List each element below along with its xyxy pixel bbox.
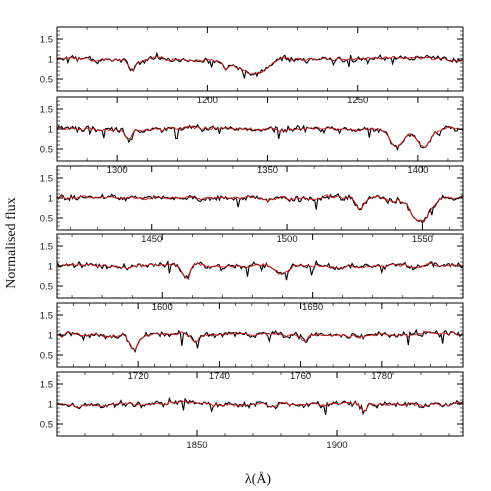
x-tick-label: 1300 [107, 165, 128, 176]
y-tick-label: 1 [48, 55, 53, 66]
model-spectrum-line [57, 194, 463, 223]
y-tick-label: 0.5 [40, 145, 53, 156]
x-tick-label: 1740 [209, 371, 230, 382]
panel-5: 0.5 1 1.5 1720 1740 1760 1780 [40, 302, 464, 382]
y-tick-label: 1.5 [40, 311, 53, 322]
x-tick-label: 1780 [371, 371, 392, 382]
x-tick-label: 1450 [141, 234, 162, 245]
model-spectrum-line [57, 55, 463, 75]
x-tick-label: 1600 [152, 302, 173, 313]
x-tick-label: 1760 [290, 371, 311, 382]
x-tick-label: 1200 [197, 95, 218, 106]
y-tick-label: 1.5 [40, 380, 53, 391]
model-spectrum-line [57, 262, 463, 279]
x-tick-label: 1550 [412, 234, 433, 245]
x-tick-label: 1500 [276, 234, 297, 245]
x-tick-label: 1900 [326, 440, 347, 451]
y-tick-label: 1.5 [40, 174, 53, 185]
y-tick-label: 1.5 [40, 242, 53, 253]
x-tick-label: 1250 [347, 95, 368, 106]
y-tick-label: 0.5 [40, 420, 53, 431]
y-tick-label: 1.5 [40, 35, 53, 46]
x-tick-label: 1650 [302, 302, 323, 313]
panel-1: 0.5 1 1.5 1200 1250 [40, 26, 464, 106]
spectrum-panels: 0.5 1 1.5 1200 1250 0.5 1 1.5 1300 1350 1400 0.5 1 1.… [40, 26, 464, 451]
y-tick-label: 0.5 [40, 282, 53, 293]
panel-2: 0.5 1 1.5 1300 1350 1400 [40, 96, 464, 176]
x-tick-label: 1350 [257, 165, 278, 176]
x-tick-label: 1400 [407, 165, 428, 176]
y-tick-label: 0.5 [40, 214, 53, 225]
y-axis-title: Normalised flux [4, 197, 19, 288]
y-tick-label: 1 [48, 125, 53, 136]
y-tick-label: 1 [48, 400, 53, 411]
y-tick-label: 0.5 [40, 351, 53, 362]
observed-spectrum-line [57, 396, 463, 416]
y-tick-label: 1 [48, 262, 53, 273]
x-tick-label: 1720 [128, 371, 149, 382]
model-spectrum-line [57, 330, 463, 351]
x-tick-label: 1850 [186, 440, 207, 451]
model-spectrum-line [57, 400, 463, 412]
model-spectrum-line [57, 125, 463, 148]
y-tick-label: 1.5 [40, 105, 53, 116]
x-axis-title: λ(Å) [245, 471, 272, 487]
panel-6: 0.5 1 1.5 1850 1900 [40, 371, 464, 451]
y-tick-label: 0.5 [40, 75, 53, 86]
panel-4: 0.5 1 1.5 1600 1650 [40, 233, 464, 313]
y-tick-label: 1 [48, 194, 53, 205]
y-tick-label: 1 [48, 331, 53, 342]
panel-3: 0.5 1 1.5 1450 1500 1550 [40, 165, 464, 245]
